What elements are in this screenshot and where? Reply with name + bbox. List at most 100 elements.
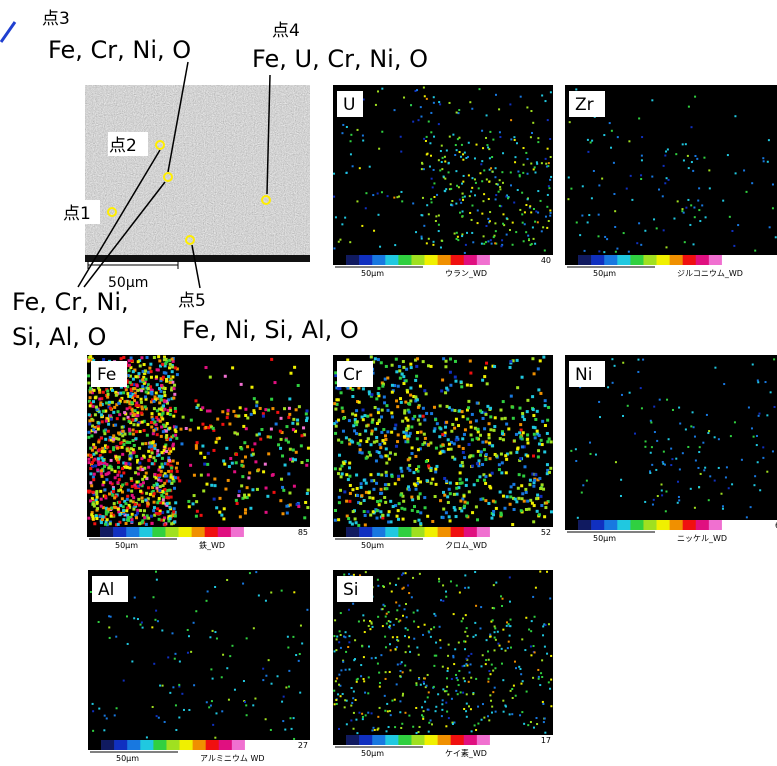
map-pixel: [222, 459, 226, 463]
map-pixel: [159, 389, 163, 393]
map-pixel: [137, 503, 141, 507]
map-pixel: [418, 492, 422, 496]
map-pixel: [126, 392, 130, 396]
map-pixel: [469, 454, 473, 458]
map-pixel: [543, 404, 547, 408]
colorbar-segment: [204, 527, 219, 537]
map-pixel: [487, 658, 490, 661]
map-pixel: [146, 422, 150, 426]
map-pixel: [453, 232, 456, 235]
map-pixel: [387, 726, 390, 729]
map-pixel: [287, 646, 290, 649]
map-pixel: [159, 398, 163, 402]
map-pixel: [360, 664, 363, 667]
map-pixel: [531, 131, 534, 134]
map-pixel: [245, 714, 248, 717]
map-pixel: [300, 434, 304, 438]
map-pixel: [248, 572, 251, 575]
map-pixel: [506, 194, 509, 197]
map-pixel: [167, 437, 171, 441]
map-pixel: [192, 494, 196, 498]
map-pixel: [216, 417, 220, 421]
map-pixel: [452, 133, 455, 136]
map-pixel: [428, 721, 431, 724]
point-marker: [185, 235, 195, 245]
map-pixel: [109, 514, 113, 518]
map-pixel: [345, 514, 349, 518]
map-pixel: [487, 240, 490, 243]
map-pixel: [227, 465, 231, 469]
map-pixel: [142, 375, 146, 379]
map-pixel: [276, 675, 279, 678]
map-pixel: [297, 505, 301, 509]
map-pixel: [533, 615, 536, 618]
map-pixel: [493, 416, 497, 420]
map-pixel: [191, 502, 195, 506]
map-pixel: [543, 623, 546, 626]
map-pixel: [99, 401, 103, 405]
map-pixel: [168, 488, 172, 492]
map-pixel: [164, 429, 168, 433]
map-pixel: [160, 384, 164, 388]
map-pixel: [486, 144, 489, 147]
map-pixel: [440, 144, 443, 147]
map-pixel: [292, 635, 295, 638]
map-pixel: [90, 513, 94, 517]
map-pixel: [94, 451, 98, 455]
map-pixel: [122, 355, 126, 359]
map-pixel: [333, 402, 337, 406]
map-pixel: [88, 419, 92, 423]
map-pixel: [417, 119, 420, 122]
colorbar-segment: [372, 735, 386, 745]
map-pixel: [293, 591, 296, 594]
map-pixel: [465, 478, 469, 482]
map-pixel: [140, 457, 144, 461]
map-pixel: [402, 499, 406, 503]
map-pixel: [389, 499, 393, 503]
map-pixel: [136, 360, 140, 364]
map-pixel: [412, 611, 415, 614]
map-pixel: [768, 226, 771, 229]
colorbar-segment: [463, 735, 478, 745]
colorbar-segment: [463, 527, 478, 537]
map-pixel: [429, 719, 432, 722]
map-pixel: [528, 206, 531, 209]
map-pixel: [142, 454, 146, 458]
map-pixel: [394, 444, 398, 448]
map-pixel: [426, 514, 430, 518]
map-pixel: [383, 487, 387, 491]
map-pixel: [464, 243, 467, 246]
map-pixel: [567, 198, 570, 201]
map-pixel: [493, 234, 496, 237]
map-pixel: [333, 247, 336, 250]
map-pixel: [644, 500, 647, 503]
map-pixel: [352, 602, 355, 605]
map-pixel: [255, 404, 259, 408]
colorbar-segment: [385, 255, 399, 265]
map-pixel: [410, 446, 414, 450]
map-pixel: [159, 377, 163, 381]
map-pixel: [91, 516, 95, 520]
map-pixel: [471, 231, 474, 234]
map-pixel: [339, 475, 343, 479]
map-pixel: [163, 394, 167, 398]
map-pixel: [614, 461, 617, 464]
map-pixel: [381, 384, 385, 388]
map-pixel: [188, 428, 192, 432]
map-pixel: [720, 492, 723, 495]
map-pixel: [482, 478, 486, 482]
map-pixel: [244, 427, 248, 431]
map-pixel: [166, 412, 170, 416]
map-pixel: [247, 476, 251, 480]
map-pixel: [452, 613, 455, 616]
map-pixel: [122, 443, 126, 447]
map-pixel: [489, 428, 493, 432]
map-pixel: [463, 151, 466, 154]
map-pixel: [159, 501, 163, 505]
map-pixel: [461, 415, 465, 419]
map-pixel: [252, 627, 255, 630]
map-pixel: [157, 412, 161, 416]
map-pixel: [391, 636, 394, 639]
map-pixel: [289, 717, 292, 720]
map-pixel: [107, 400, 111, 404]
